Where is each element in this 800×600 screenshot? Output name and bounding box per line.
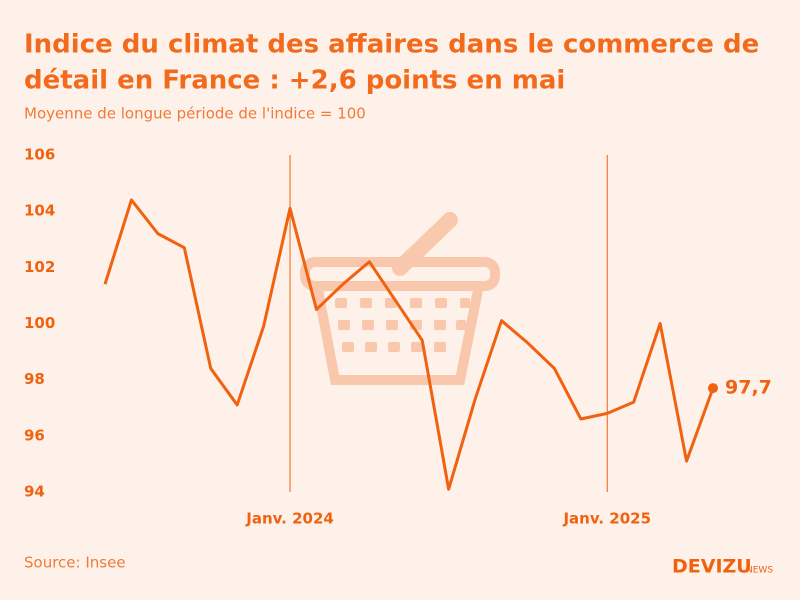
- y-tick-label: 98: [24, 370, 45, 388]
- x-tick-label: Janv. 2025: [562, 510, 651, 528]
- chart-title: détail en France : +2,6 points en mai: [24, 66, 565, 96]
- brand: DEVIZU: [672, 556, 752, 578]
- y-tick-label: 106: [24, 146, 55, 164]
- basket-icon: [300, 212, 500, 385]
- chart-subtitle: Moyenne de longue période de l'indice = …: [24, 105, 366, 123]
- y-tick-label: 94: [24, 483, 45, 501]
- y-tick-label: 104: [24, 202, 55, 220]
- chart-title: Indice du climat des affaires dans le co…: [24, 30, 759, 60]
- source: Source: Insee: [24, 554, 126, 572]
- end-point: [708, 383, 718, 394]
- y-tick-label: 96: [24, 426, 45, 444]
- y-tick-label: 102: [24, 258, 55, 276]
- value-label: 97,7: [725, 377, 772, 399]
- brand: NEWS: [746, 566, 773, 576]
- x-tick-label: Janv. 2024: [245, 510, 334, 528]
- data-line: [103, 198, 715, 491]
- y-tick-label: 100: [24, 314, 55, 332]
